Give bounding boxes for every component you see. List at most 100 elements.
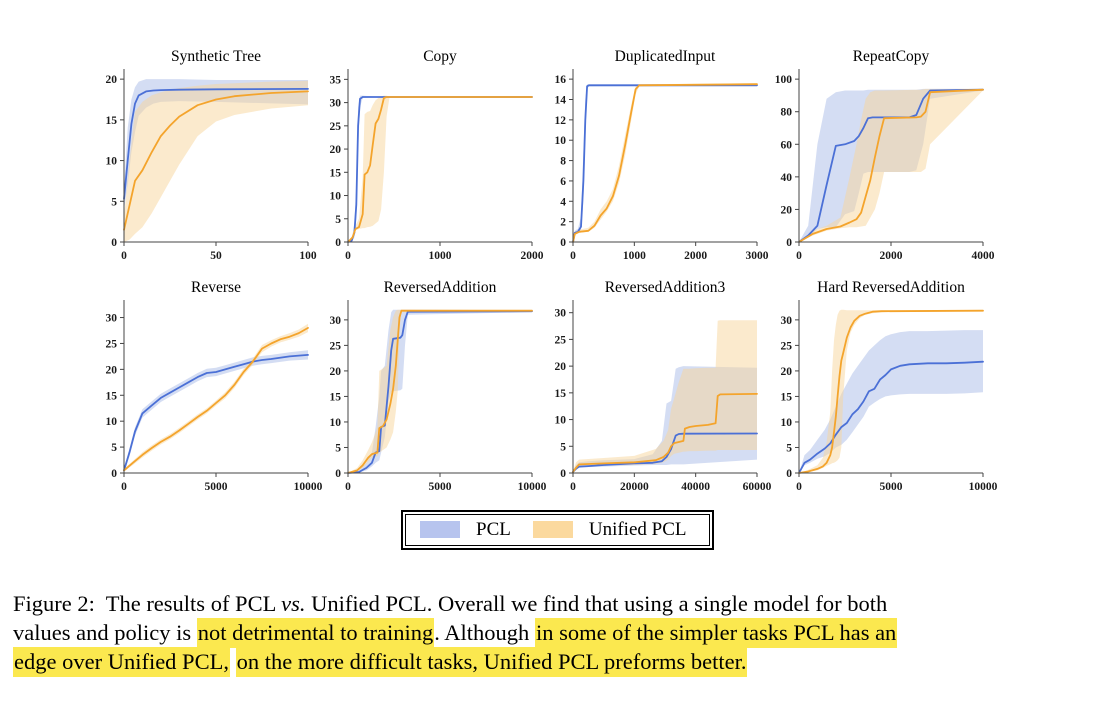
y-tick-label: 20 — [106, 74, 118, 86]
chart-canvas: Hard ReversedAddition 0 5 10 15 20 25 30 0 5000 10… — [781, 279, 998, 493]
unified-pcl-band — [573, 320, 757, 473]
subplot-copy: Copy 0 5 10 15 20 25 30 35 0 1000 2000 — [306, 45, 546, 275]
caption-highlight: edge over Unified PCL, — [13, 647, 230, 677]
x-tick-label: 2000 — [521, 250, 544, 262]
unified-pcl-line — [572, 83, 758, 243]
y-tick-label: 5 — [335, 214, 341, 226]
y-tick-label: 0 — [560, 237, 566, 249]
y-tick-label: 20 — [330, 366, 342, 378]
y-tick-label: 10 — [106, 416, 118, 428]
y-tick-label: 16 — [555, 74, 567, 86]
y-tick-label: 10 — [781, 417, 793, 429]
x-tick-label: 0 — [570, 481, 576, 493]
y-tick-label: 4 — [560, 196, 566, 208]
pcl-band — [799, 330, 983, 473]
unified-pcl-line — [123, 90, 309, 231]
y-tick-label: 14 — [555, 95, 567, 107]
chart-canvas: Synthetic Tree 0 5 10 15 20 0 50 100 — [106, 48, 317, 262]
y-tick-label: 10 — [106, 156, 118, 168]
y-tick-label: 15 — [330, 167, 342, 179]
chart-canvas: ReversedAddition3 0 5 10 15 20 25 30 0 20000 40000… — [555, 279, 772, 493]
x-tick-label: 3000 — [746, 250, 769, 262]
pcl-band — [124, 350, 308, 472]
y-tick-label: 15 — [555, 388, 567, 400]
y-tick-label: 80 — [781, 107, 793, 119]
caption-highlight: in some of the simpler tasks PCL has an — [534, 618, 898, 648]
y-tick-label: 0 — [111, 468, 117, 480]
y-tick-label: 8 — [560, 156, 566, 168]
unified-pcl-band — [124, 323, 308, 472]
y-tick-label: 30 — [781, 315, 793, 327]
y-tick-label: 10 — [330, 417, 342, 429]
x-tick-label: 0 — [345, 481, 351, 493]
subplot-title: Synthetic Tree — [171, 48, 261, 65]
x-tick-label: 2000 — [684, 250, 707, 262]
figure-caption: Figure 2: The results of PCL vs. Unified… — [13, 589, 1093, 677]
x-tick-label: 0 — [121, 250, 127, 262]
unified-pcl-line — [572, 393, 758, 473]
x-tick-label: 40000 — [681, 481, 710, 493]
pcl-line — [347, 310, 533, 474]
unified-pcl-line — [347, 309, 533, 474]
unified-pcl-line — [347, 96, 533, 243]
y-tick-label: 5 — [111, 442, 117, 454]
y-tick-label: 40 — [781, 172, 793, 184]
subplot-title: Copy — [423, 48, 457, 65]
y-tick-label: 6 — [560, 176, 566, 188]
y-tick-label: 0 — [335, 468, 341, 480]
y-tick-label: 60 — [781, 139, 793, 151]
x-tick-label: 60000 — [743, 481, 771, 493]
y-tick-label: 30 — [330, 315, 342, 327]
x-tick-label: 0 — [796, 250, 802, 262]
x-tick-label: 0 — [796, 481, 802, 493]
legend-label-unified-pcl: Unified PCL — [588, 519, 687, 540]
y-tick-label: 30 — [555, 308, 567, 320]
x-tick-label: 5000 — [880, 481, 903, 493]
subplot-synthetic-tree: Synthetic Tree 0 5 10 15 20 0 50 100 — [82, 45, 322, 275]
caption-segment: . Although — [434, 620, 535, 645]
chart-canvas: Copy 0 5 10 15 20 25 30 35 0 1000 2000 — [330, 48, 544, 262]
subplot-title: DuplicatedInput — [615, 48, 716, 65]
unified-pcl-band — [799, 88, 983, 243]
caption-segment — [230, 649, 236, 674]
y-tick-label: 20 — [330, 144, 342, 156]
y-tick-label: 20 — [555, 361, 567, 373]
y-tick-label: 5 — [335, 442, 341, 454]
x-tick-label: 0 — [345, 250, 351, 262]
x-tick-label: 50 — [210, 250, 222, 262]
x-tick-label: 10000 — [969, 481, 997, 493]
pcl-line — [123, 354, 309, 472]
y-tick-label: 10 — [555, 135, 567, 147]
subplot-hard-reversed-addition: Hard ReversedAddition 0 5 10 15 20 25 30 0 5000 10… — [757, 276, 998, 506]
x-tick-label: 5000 — [429, 481, 452, 493]
subplot-title: Reverse — [191, 279, 241, 296]
chart-canvas: RepeatCopy 0 20 40 60 80 100 0 2000 4000 — [775, 48, 995, 262]
subplot-title: ReversedAddition — [384, 279, 497, 296]
legend-swatch-pcl — [420, 521, 460, 538]
y-tick-label: 5 — [786, 442, 792, 454]
y-tick-label: 30 — [330, 98, 342, 110]
x-tick-label: 5000 — [205, 481, 228, 493]
y-tick-label: 35 — [330, 74, 342, 86]
unified-pcl-band — [799, 309, 983, 473]
x-tick-label: 1000 — [623, 250, 646, 262]
y-tick-label: 15 — [781, 391, 793, 403]
chart-canvas: DuplicatedInput 0 2 4 6 8 10 12 14 16 0 1000 2000 300… — [555, 48, 769, 262]
legend-frame: PCL Unified PCL — [405, 514, 710, 546]
y-tick-label: 10 — [555, 415, 567, 427]
subplot-title: ReversedAddition3 — [605, 279, 726, 296]
y-tick-label: 12 — [555, 115, 567, 127]
y-tick-label: 15 — [330, 391, 342, 403]
unified-pcl-band — [348, 95, 532, 242]
subplot-reverse: Reverse 0 5 10 15 20 25 30 0 5000 10000 — [82, 276, 323, 506]
unified-pcl-line — [798, 88, 984, 243]
subplot-reversed-addition3: ReversedAddition3 0 5 10 15 20 25 30 0 20000 40000… — [531, 276, 772, 506]
y-tick-label: 0 — [335, 237, 341, 249]
y-tick-label: 25 — [330, 340, 342, 352]
x-tick-label: 4000 — [972, 250, 995, 262]
y-tick-label: 25 — [330, 121, 342, 133]
y-tick-label: 30 — [106, 313, 118, 325]
x-tick-label: 100 — [299, 250, 317, 262]
subplot-duplicated-input: DuplicatedInput 0 2 4 6 8 10 12 14 16 0 1000 2000 300… — [531, 45, 771, 275]
